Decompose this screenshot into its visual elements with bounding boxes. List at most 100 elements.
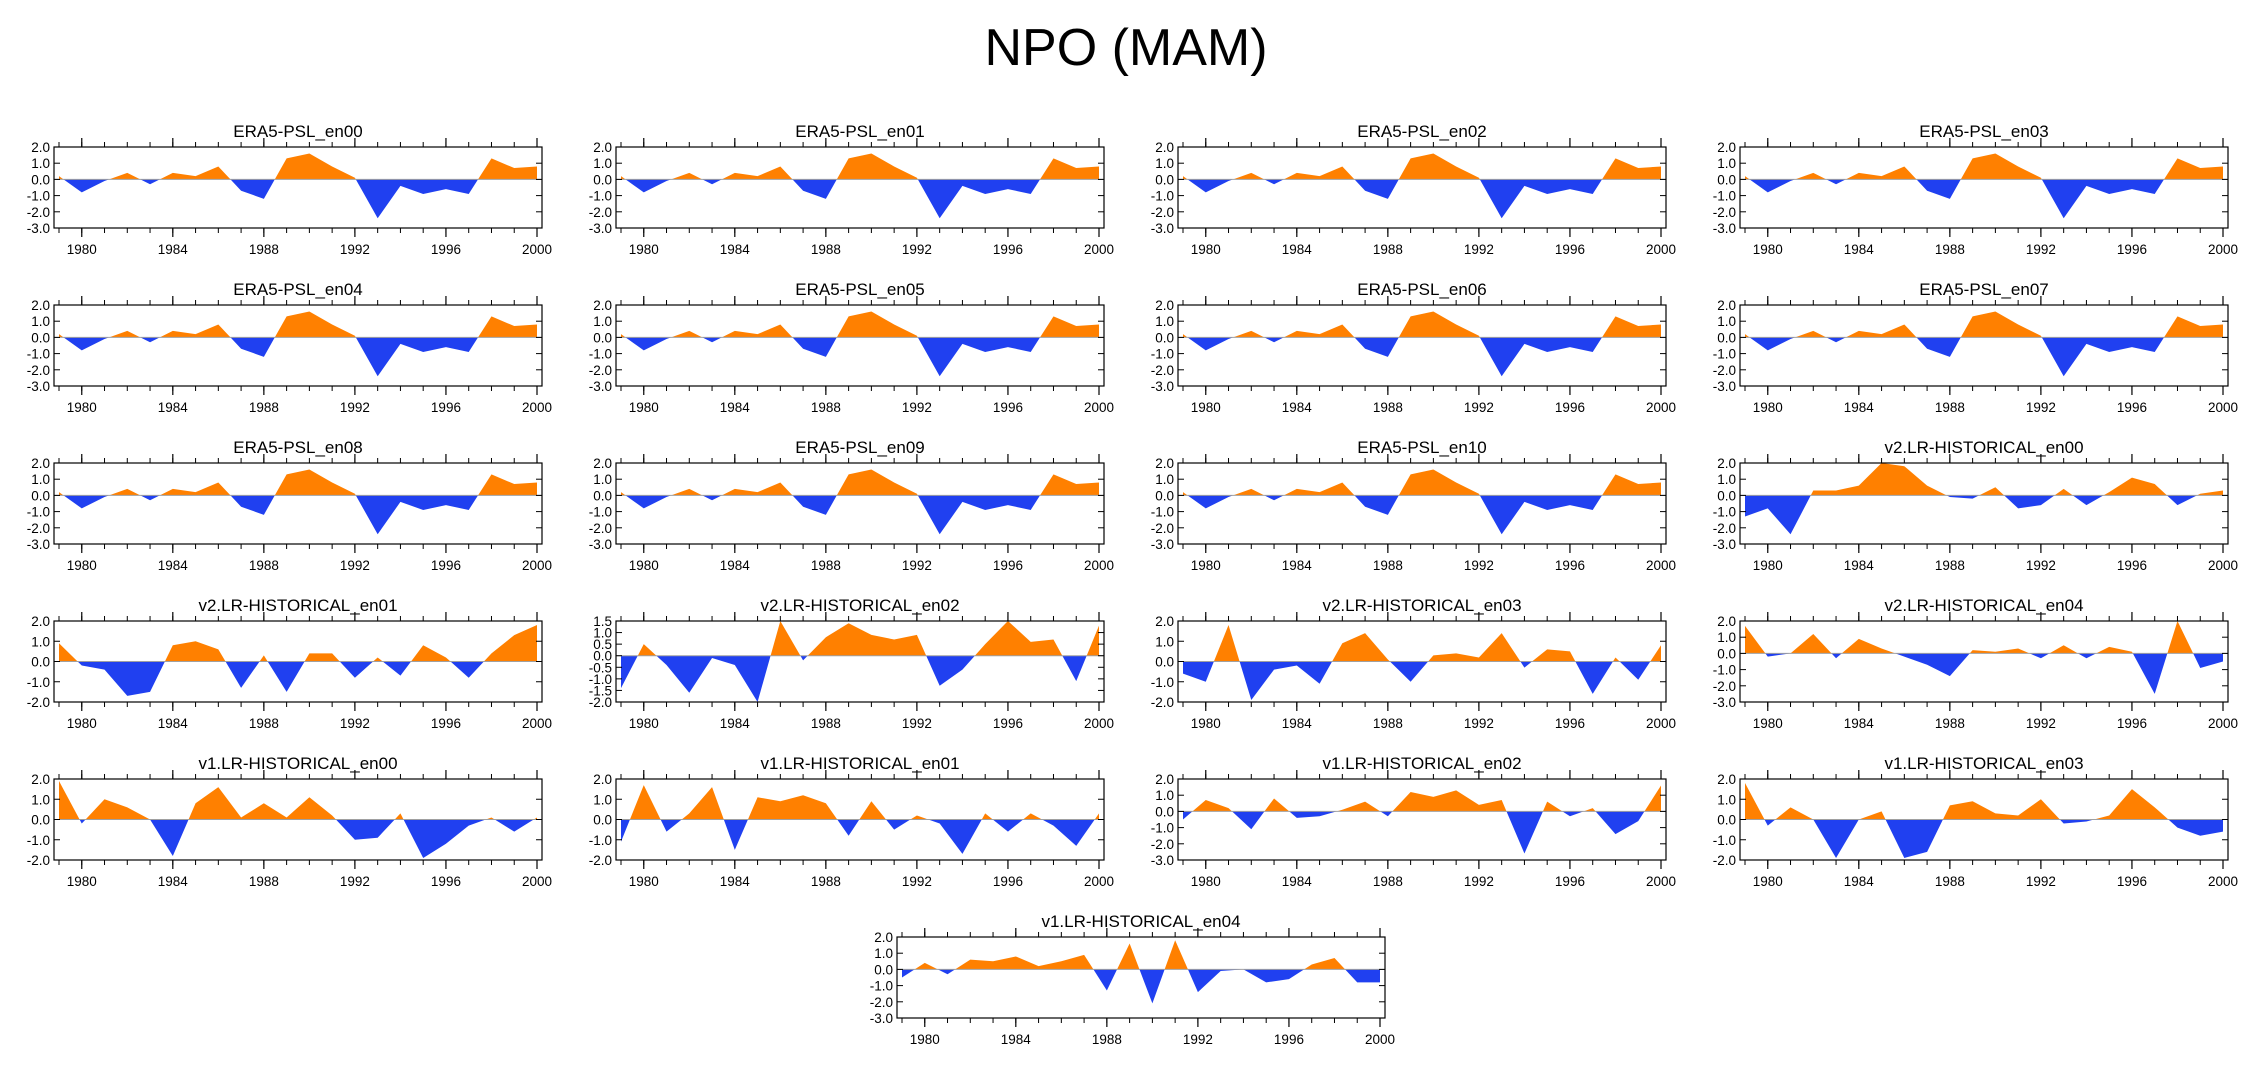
plot-frame bbox=[1739, 620, 2229, 703]
panel-title: v2.LR-HISTORICAL_en04 bbox=[1884, 596, 2083, 615]
x-tick-label: 1980 bbox=[629, 716, 659, 731]
y-tick-label: -1.0 bbox=[27, 505, 50, 520]
plot-frame bbox=[615, 146, 1105, 229]
x-tick-label: 1992 bbox=[1464, 716, 1494, 731]
panel-title: v2.LR-HISTORICAL_en02 bbox=[760, 596, 959, 615]
y-tick-label: 2.0 bbox=[1155, 772, 1174, 787]
series-negative-area bbox=[1183, 179, 1661, 219]
panel-v2-lr-historical-en04: v2.LR-HISTORICAL_en04 2.01.00.0 -1.0-2.0-3… bbox=[1713, 596, 2238, 731]
y-tick-label: -1.0 bbox=[870, 979, 893, 994]
y-tick-label: -3.0 bbox=[1713, 537, 1736, 552]
panel-title: v1.LR-HISTORICAL_en03 bbox=[1884, 754, 2083, 773]
x-tick-label: 1992 bbox=[1464, 400, 1494, 415]
y-tick-label: 0.0 bbox=[593, 488, 612, 503]
x-tick-label: 1996 bbox=[2117, 400, 2147, 415]
x-tick-label: 2000 bbox=[1084, 400, 1114, 415]
x-tick-label: 2000 bbox=[2208, 874, 2238, 889]
x-tick-label: 2000 bbox=[522, 400, 552, 415]
series-negative-area bbox=[621, 337, 1099, 377]
panel-title: ERA5-PSL_en04 bbox=[233, 280, 362, 299]
x-tick-label: 1980 bbox=[1191, 874, 1221, 889]
series-positive-area bbox=[621, 311, 1099, 338]
x-tick-label: 1992 bbox=[340, 874, 370, 889]
x-tick-label: 1984 bbox=[158, 400, 189, 415]
x-tick-label: 1992 bbox=[902, 874, 932, 889]
x-tick-label: 1984 bbox=[1282, 716, 1313, 731]
y-tick-label: -1.0 bbox=[1151, 347, 1174, 362]
x-tick-label: 1996 bbox=[2117, 874, 2147, 889]
series-positive-area bbox=[621, 469, 1099, 496]
x-tick-label: 1984 bbox=[1282, 558, 1313, 573]
x-tick-label: 1988 bbox=[1935, 716, 1965, 731]
series-positive-area bbox=[59, 469, 537, 496]
plot-frame bbox=[1177, 304, 1667, 387]
x-tick-label: 1984 bbox=[1844, 716, 1875, 731]
y-tick-label: 2.0 bbox=[1155, 298, 1174, 313]
panel-title: v1.LR-HISTORICAL_en02 bbox=[1322, 754, 1521, 773]
x-tick-label: 2000 bbox=[522, 242, 552, 257]
series-negative-area bbox=[1745, 653, 2223, 694]
x-tick-label: 1984 bbox=[1282, 874, 1313, 889]
x-tick-label: 1988 bbox=[1373, 558, 1403, 573]
y-tick-label: 2.0 bbox=[593, 456, 612, 471]
y-tick-label: -1.0 bbox=[1713, 347, 1736, 362]
panel-era5-psl-en04: ERA5-PSL_en04 2.01.00.0 -1.0-2.0-3.0 1980 19… bbox=[27, 280, 552, 415]
panel-title: v1.LR-HISTORICAL_en04 bbox=[1041, 912, 1240, 931]
panel-era5-psl-en00: ERA5-PSL_en00 2.01.00.0 -1.0-2.0-3.0 1980 19… bbox=[27, 122, 552, 257]
x-tick-label: 1996 bbox=[993, 558, 1023, 573]
y-tick-label: 2.0 bbox=[1155, 456, 1174, 471]
series-positive-area bbox=[621, 785, 1099, 820]
y-tick-label: -1.0 bbox=[1151, 189, 1174, 204]
x-tick-label: 1988 bbox=[1935, 558, 1965, 573]
x-tick-label: 2000 bbox=[2208, 716, 2238, 731]
x-tick-label: 1980 bbox=[1191, 400, 1221, 415]
y-tick-label: 0.0 bbox=[1717, 813, 1736, 828]
y-tick-label: -3.0 bbox=[589, 221, 612, 236]
panel-v1-lr-historical-en04: v1.LR-HISTORICAL_en04 2.01.00.0 -1.0-2.0-3… bbox=[870, 912, 1395, 1047]
y-tick-label: 0.0 bbox=[1155, 488, 1174, 503]
x-tick-label: 1992 bbox=[2026, 400, 2056, 415]
x-tick-label: 1988 bbox=[1935, 242, 1965, 257]
x-tick-label: 1980 bbox=[910, 1032, 940, 1047]
panel-title: ERA5-PSL_en01 bbox=[795, 122, 924, 141]
x-tick-label: 1992 bbox=[2026, 874, 2056, 889]
x-tick-label: 1992 bbox=[340, 716, 370, 731]
x-tick-label: 2000 bbox=[2208, 558, 2238, 573]
y-tick-label: 1.0 bbox=[1717, 792, 1736, 807]
y-tick-label: -2.0 bbox=[589, 205, 612, 220]
x-tick-label: 1980 bbox=[1753, 874, 1783, 889]
x-tick-label: 1988 bbox=[249, 242, 279, 257]
y-tick-label: 2.0 bbox=[874, 930, 893, 945]
y-tick-label: 1.0 bbox=[593, 156, 612, 171]
y-tick-label: -2.0 bbox=[27, 521, 50, 536]
y-tick-label: 0.5 bbox=[593, 637, 612, 652]
panel-v1-lr-historical-en01: v1.LR-HISTORICAL_en01 2.0 1.0 0.0 -1.0 -2.0 19… bbox=[589, 754, 1114, 889]
series-negative-area bbox=[59, 819, 537, 858]
plot-frame bbox=[1177, 778, 1667, 861]
panel-era5-psl-en02: ERA5-PSL_en02 2.01.00.0 -1.0-2.0-3.0 1980 19… bbox=[1151, 122, 1676, 257]
y-tick-label: -3.0 bbox=[589, 379, 612, 394]
series-positive-area bbox=[1745, 783, 2223, 820]
y-tick-label: 1.0 bbox=[874, 946, 893, 961]
y-tick-label: 0.0 bbox=[31, 813, 50, 828]
y-tick-label: 2.0 bbox=[1155, 140, 1174, 155]
x-tick-label: 1984 bbox=[1844, 242, 1875, 257]
x-tick-label: 1988 bbox=[1935, 400, 1965, 415]
x-tick-label: 1988 bbox=[811, 716, 841, 731]
y-tick-label: 1.0 bbox=[31, 156, 50, 171]
y-tick-label: 0.0 bbox=[1155, 655, 1174, 670]
series-positive-area bbox=[1745, 311, 2223, 338]
series-positive-area bbox=[59, 625, 537, 662]
x-tick-label: 1980 bbox=[629, 242, 659, 257]
series-negative-area bbox=[59, 179, 537, 219]
y-tick-label: 2.0 bbox=[1717, 772, 1736, 787]
series-positive-area bbox=[1183, 469, 1661, 496]
y-tick-label: -2.0 bbox=[589, 521, 612, 536]
y-tick-label: -1.0 bbox=[1713, 505, 1736, 520]
y-tick-label: -2.0 bbox=[589, 853, 612, 868]
y-tick-label: 1.0 bbox=[1717, 630, 1736, 645]
y-tick-label: -1.0 bbox=[589, 833, 612, 848]
x-tick-label: 1988 bbox=[249, 400, 279, 415]
y-tick-label: 2.0 bbox=[1717, 614, 1736, 629]
y-tick-label: -3.0 bbox=[1713, 379, 1736, 394]
